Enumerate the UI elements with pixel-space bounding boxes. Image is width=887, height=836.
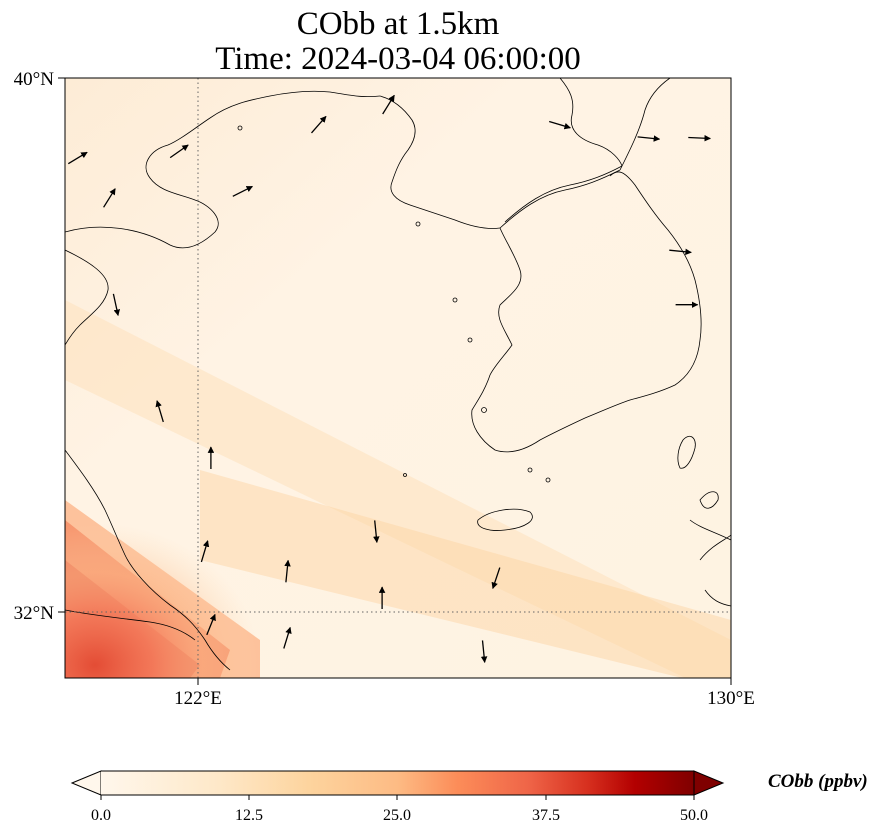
- colorbar-label: CObb (ppbv): [768, 771, 868, 792]
- wind-vector-2: [169, 144, 189, 159]
- wind-vector-19: [480, 640, 488, 663]
- colorbar-tick-1: 12.5: [235, 807, 263, 824]
- wind-vector-15: [491, 567, 501, 590]
- wind-vector-0: [67, 151, 88, 165]
- wind-vector-9: [669, 248, 692, 256]
- wind-vector-7: [637, 135, 661, 142]
- wind-vector-11: [112, 293, 121, 317]
- wind-vector-1: [103, 188, 116, 208]
- map-title: CObb at 1.5km: [296, 6, 500, 42]
- wind-vector-3: [232, 185, 253, 197]
- gridlines: [65, 78, 731, 678]
- lat-ticks: 40°N 32°N: [14, 69, 65, 624]
- colorbar-tick-2: 25.0: [383, 807, 411, 824]
- colorbar-min-extend: [70, 770, 102, 796]
- wind-vector-16: [200, 540, 210, 563]
- wind-vector-17: [284, 559, 291, 583]
- colorbar-tick-0: 0.0: [91, 807, 111, 824]
- wind-vector-4: [311, 115, 327, 134]
- wind-vector-6: [549, 120, 571, 130]
- lat-tick-label-40: 40°N: [14, 69, 55, 90]
- wind-vector-8: [688, 134, 711, 142]
- colorbar-tick-4: 50.0: [680, 807, 708, 824]
- wind-vector-12: [155, 400, 164, 423]
- concentration-field: [65, 78, 731, 678]
- colorbar: 0.0 12.5 25.0 37.5 50.0 CObb (ppbv): [70, 770, 868, 824]
- wind-vector-20: [283, 626, 292, 649]
- wind-vector-14: [373, 520, 380, 543]
- colorbar-tick-3: 37.5: [532, 807, 560, 824]
- lat-tick-label-32: 32°N: [14, 603, 55, 624]
- wind-vector-5: [382, 94, 395, 115]
- colorbar-max-extend: [693, 770, 725, 796]
- wind-vector-21: [206, 613, 216, 636]
- lon-ticks: 122°E 130°E: [174, 678, 755, 709]
- lon-tick-label-122: 122°E: [174, 688, 222, 709]
- map-frame: [64, 77, 732, 679]
- coastlines: [65, 78, 731, 671]
- map-subtitle: Time: 2024-03-04 06:00:00: [215, 41, 581, 77]
- colorbar-gradient: [101, 771, 694, 795]
- wind-vectors: [67, 94, 711, 663]
- lon-tick-label-130: 130°E: [707, 688, 755, 709]
